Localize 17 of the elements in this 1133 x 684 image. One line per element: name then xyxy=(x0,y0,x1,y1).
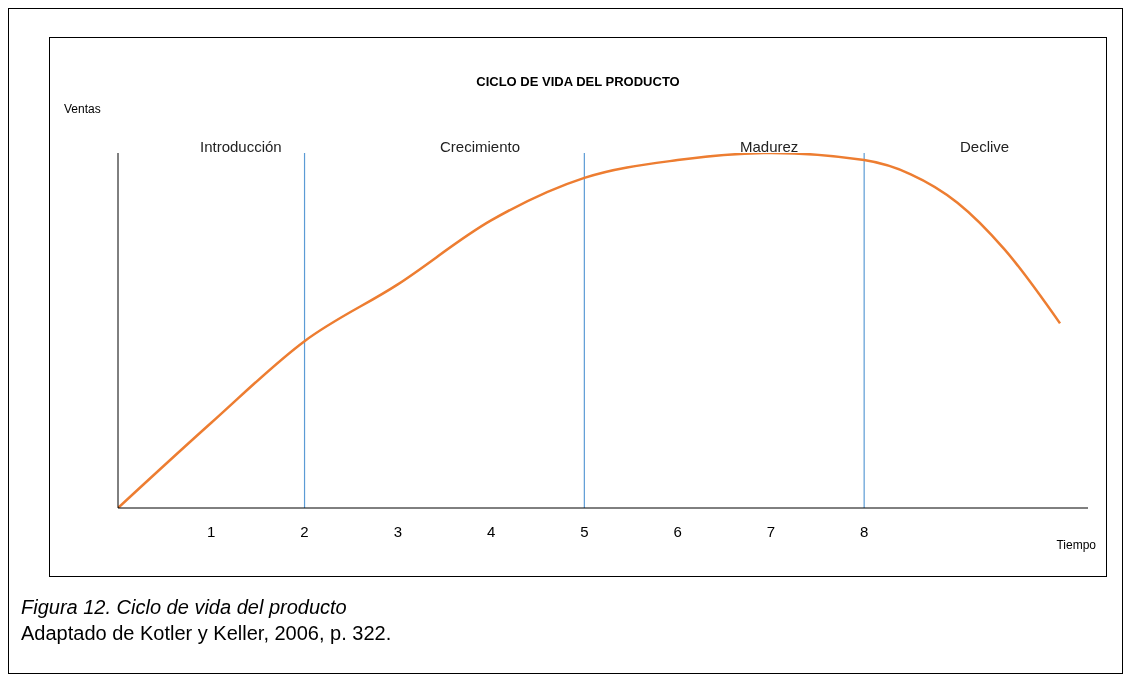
text: Adaptado de Kotler y Keller, 2006, p. 322. xyxy=(21,621,392,646)
x-tick-label: 7 xyxy=(766,522,776,540)
annotation: Madurez xyxy=(740,138,799,155)
chart-title: CICLO DE VIDA DEL PRODUCTO xyxy=(475,74,681,89)
x-tick-label: 2 xyxy=(300,522,309,540)
annotation: Crecimiento xyxy=(440,138,521,155)
annotation: Introducción xyxy=(200,138,282,155)
y-axis-title: Ventas xyxy=(64,102,101,116)
text: Figura 12. Ciclo de vida del producto xyxy=(21,595,348,620)
x-axis-title: Tiempo xyxy=(1056,538,1096,552)
x-tick-label: 8 xyxy=(859,522,869,540)
x-tick-label: 5 xyxy=(580,522,589,540)
x-tick-label: 4 xyxy=(486,522,496,540)
annotation: Declive xyxy=(960,138,1010,155)
x-tick-label: 3 xyxy=(393,522,402,540)
x-tick-label: 6 xyxy=(673,522,682,540)
x-tick-label: 1 xyxy=(207,522,216,540)
